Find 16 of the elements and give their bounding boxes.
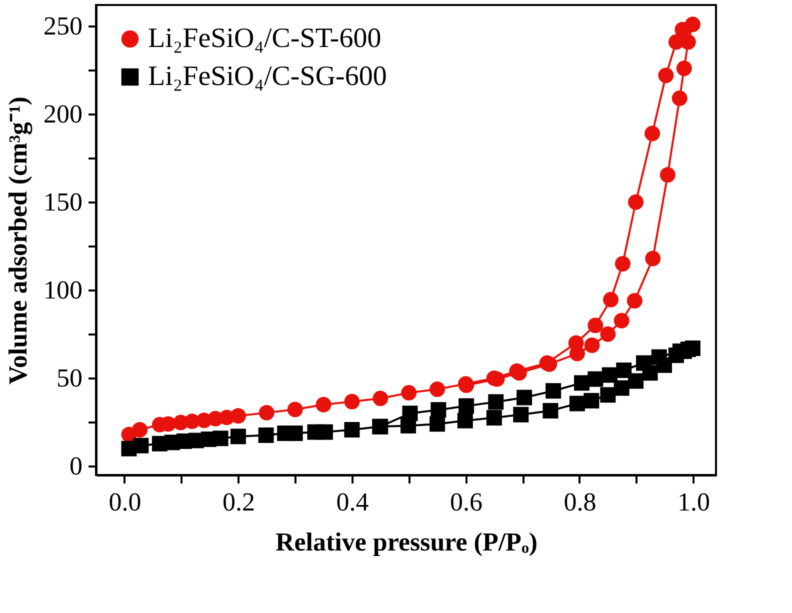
x-axis-title: Relative pressure (P/Pₒ): [275, 528, 538, 556]
y-tick-label: 100: [44, 276, 82, 305]
y-tick-label: 150: [44, 188, 82, 217]
x-tick-label: 0.2: [222, 488, 255, 516]
x-tick-label: 1.0: [678, 488, 710, 516]
x-tick-label: 0.4: [336, 488, 369, 516]
y-tick-label: 50: [56, 364, 82, 393]
y-tick-label: 200: [44, 100, 82, 129]
y-tick-label: 250: [44, 12, 82, 41]
legend-label: Li₂FeSiO₄/C-SG-600: [148, 61, 387, 92]
x-tick-label: 0.6: [450, 488, 482, 516]
x-tick-label: 0.8: [564, 488, 596, 516]
x-tick-label: 0.0: [108, 488, 142, 516]
y-tick-label: 0: [70, 452, 82, 481]
y-axis-title: Volume adsorbed (cm³g⁻¹): [4, 96, 32, 384]
legend-label: Li₂FeSiO₄/C-ST-600: [148, 23, 382, 54]
